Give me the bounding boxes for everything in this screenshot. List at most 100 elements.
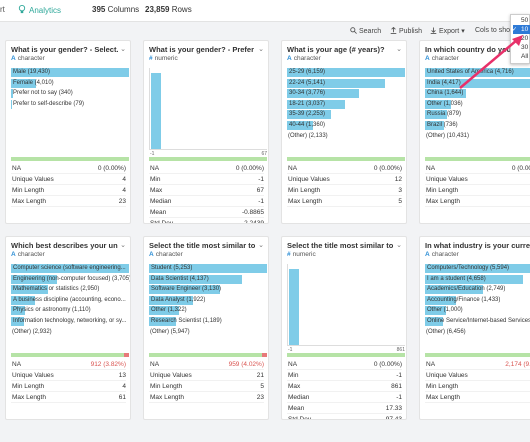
publish-button[interactable]: Publish <box>390 26 422 35</box>
frequency-bar[interactable]: Engineering (non-computer focused) (3,70… <box>11 274 130 284</box>
stat-label: Min Length <box>150 383 183 390</box>
stat-label: Unique Values <box>288 176 330 183</box>
stat-label: NA <box>288 165 298 172</box>
frequency-bar[interactable]: 22-24 (5,141) <box>287 78 405 88</box>
cols-to-show-label[interactable]: Cols to show <box>475 27 516 34</box>
column-card[interactable]: What is your gender? - Prefer ... ⌄ # numer… <box>143 40 269 224</box>
frequency-bar[interactable]: China (1,644) <box>425 89 530 98</box>
search-button[interactable]: Search <box>350 27 381 35</box>
stat-label: Median <box>150 198 172 205</box>
frequency-bar[interactable]: 40-44 (1,360) <box>287 120 405 130</box>
frequency-bar[interactable]: Other (1,036) <box>425 99 530 109</box>
type-icon: A <box>11 251 16 258</box>
frequency-bar[interactable]: Brazil (736) <box>425 120 530 130</box>
chevron-down-icon[interactable]: ⌄ <box>120 46 126 53</box>
bar-label: Online Service/Internet-based Services <box>427 317 530 324</box>
frequency-bar[interactable]: Prefer to self-describe (79) <box>11 99 129 109</box>
column-card[interactable]: Select the title most similar to ... ⌄ # nu… <box>281 236 407 420</box>
stat-row: Std Dev 97.43 <box>287 414 402 419</box>
frequency-bar[interactable]: 35-39 (2,253) <box>287 110 405 119</box>
frequency-bars: Student (5,253) Data Scientist (4,137) Sof… <box>149 264 267 327</box>
stat-label: Min Length <box>426 187 459 194</box>
frequency-bar[interactable]: Russia (879) <box>425 110 530 119</box>
stat-label: Max Length <box>426 394 460 401</box>
frequency-bar[interactable]: Data Scientist (4,137) <box>149 274 267 284</box>
stats-table: NA 0 (0.00%) Min -1 Max 861 Median -1 Mean 17.33 S… <box>287 359 402 419</box>
search-icon <box>350 27 357 34</box>
stat-label: NA <box>150 165 160 172</box>
chevron-down-icon[interactable]: ⌄ <box>396 46 402 53</box>
type-icon: A <box>287 55 292 62</box>
dropdown-option[interactable]: All <box>521 53 529 60</box>
frequency-bar[interactable]: Data Analyst (1,922) <box>149 295 267 305</box>
frequency-bar[interactable]: Academics/Education (2,749) <box>425 285 530 294</box>
export-button[interactable]: Export ▾ <box>430 27 465 35</box>
column-title: What is your gender? - Select... <box>11 45 118 54</box>
bar-label: 22-24 (5,141) <box>289 79 326 86</box>
type-icon: A <box>425 55 430 62</box>
stat-label: Max Length <box>12 394 46 401</box>
chevron-down-icon[interactable]: ⌄ <box>120 242 126 249</box>
histogram-bar[interactable] <box>289 269 299 345</box>
stat-row: NA 0 (0.00%) <box>287 359 402 370</box>
frequency-bar[interactable]: Female (4,010) <box>11 78 129 88</box>
chevron-down-icon[interactable]: ⌄ <box>258 242 264 249</box>
bar-label: Computers/Technology (5,594) <box>427 265 510 271</box>
stat-row: NA 0 (0.00%) <box>149 163 264 174</box>
histogram: -1 67 <box>149 68 267 157</box>
frequency-bar[interactable]: India (4,417) <box>425 78 530 88</box>
frequency-bar[interactable]: Information technology, networking, or s… <box>11 316 129 326</box>
stat-row: Max Length <box>425 196 530 207</box>
stat-value: 5 <box>260 383 264 390</box>
tab-fragment[interactable]: rt <box>0 5 5 14</box>
column-card[interactable]: In what industry is your curren...⌄Achar… <box>419 236 530 420</box>
bar-label: Student (5,253) <box>151 265 193 271</box>
stat-row: Unique Values 13 <box>11 370 126 381</box>
frequency-bar[interactable]: A business discipline (accounting, econo… <box>11 295 129 305</box>
frequency-bar[interactable]: 18-21 (3,037) <box>287 99 405 109</box>
frequency-bar[interactable]: I am a student (4,658) <box>425 274 530 284</box>
dropdown-option[interactable]: 20 <box>521 35 529 42</box>
frequency-bar[interactable]: Online Service/Internet-based Services <box>425 316 530 326</box>
frequency-bar[interactable]: Accounting/Finance (1,433) <box>425 295 530 305</box>
frequency-bar[interactable]: Other (1,322) <box>149 306 267 315</box>
stat-row: Median -1 <box>287 392 402 403</box>
frequency-bar[interactable]: Male (19,430) <box>11 68 129 77</box>
frequency-bar[interactable]: Prefer not to say (340) <box>11 89 129 98</box>
dropdown-option[interactable]: 50 <box>521 17 529 24</box>
tab-analytics[interactable]: Analytics <box>18 5 61 15</box>
quality-bar <box>149 157 267 161</box>
chevron-down-icon[interactable]: ⌄ <box>396 242 402 249</box>
stat-value: -1 <box>258 176 264 183</box>
stat-label: NA <box>12 165 22 172</box>
bar-label: Data Scientist (4,137) <box>151 275 209 282</box>
frequency-bar[interactable]: Research Scientist (1,189) <box>149 316 267 326</box>
frequency-bar[interactable]: Computer science (software engineering..… <box>11 264 129 273</box>
quality-bar <box>425 157 530 161</box>
chevron-down-icon[interactable]: ⌄ <box>258 46 264 53</box>
dropdown-option[interactable]: 30 <box>521 44 529 51</box>
stat-label: Unique Values <box>12 372 54 379</box>
frequency-bar[interactable]: Mathematics or statistics (2,950) <box>11 285 129 294</box>
stat-label: Max <box>150 187 163 194</box>
stat-value: 5 <box>398 198 402 205</box>
frequency-bar[interactable]: Physics or astronomy (1,110) <box>11 306 129 315</box>
stat-row: Min -1 <box>287 370 402 381</box>
stat-row: NA 2,174 (9.1... <box>425 359 530 370</box>
frequency-bar[interactable]: 25-29 (6,159) <box>287 68 405 77</box>
frequency-bar[interactable]: 30-34 (3,776) <box>287 89 405 98</box>
frequency-bar[interactable]: Computers/Technology (5,594) <box>425 264 530 273</box>
stat-value: 61 <box>118 394 126 401</box>
stat-label: Min Length <box>288 187 321 194</box>
frequency-bar[interactable]: Student (5,253) <box>149 264 267 273</box>
frequency-bar[interactable]: Other (1,000) <box>425 306 530 315</box>
histogram-bar[interactable] <box>151 73 161 149</box>
frequency-bar[interactable]: Software Engineer (3,130) <box>149 285 267 294</box>
dropdown-option-selected[interactable]: 10 <box>513 25 530 34</box>
